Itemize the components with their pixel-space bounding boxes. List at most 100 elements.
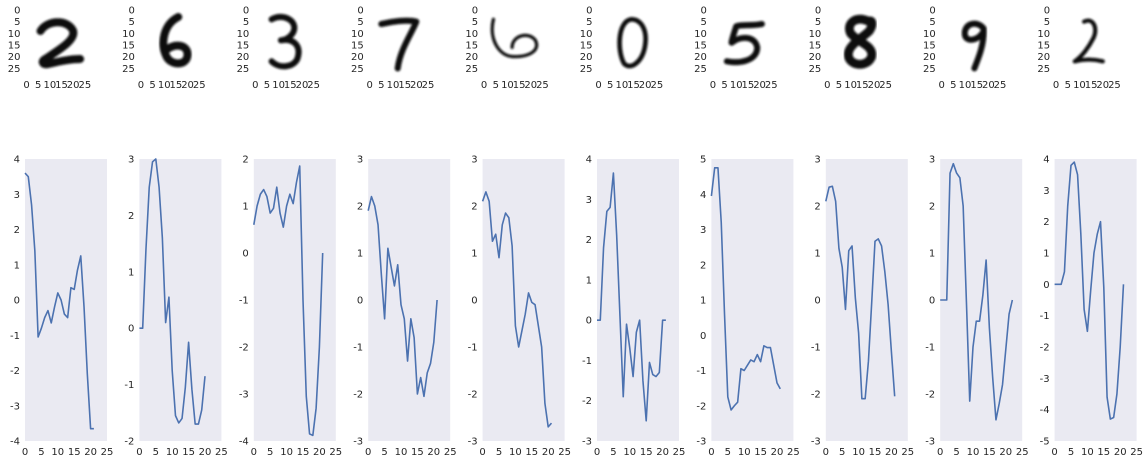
x-tick-label: 15 xyxy=(640,447,653,458)
digit-glyph xyxy=(961,20,987,72)
image-x-tick-label: 0 xyxy=(252,80,258,91)
y-tick-label: 0 xyxy=(929,296,935,307)
image-x-tick-label: 20 xyxy=(982,80,995,91)
y-tick-label: -2 xyxy=(468,390,478,401)
image-y-tick-label: 20 xyxy=(694,52,707,63)
x-tick-label: 0 xyxy=(823,447,829,458)
image-y-tick-label: 20 xyxy=(8,52,21,63)
image-x-tick-label: 10 xyxy=(1073,80,1086,91)
image-y-tick-label: 15 xyxy=(694,41,707,52)
x-tick-label: 5 xyxy=(953,447,959,458)
x-tick-label: 25 xyxy=(101,447,114,458)
x-tick-label: 25 xyxy=(329,447,342,458)
y-tick-label: 2 xyxy=(14,225,20,236)
x-tick-label: 10 xyxy=(51,447,64,458)
x-tick-label: 0 xyxy=(22,447,28,458)
image-y-tick-label: 5 xyxy=(243,17,249,28)
digit-glyph xyxy=(159,13,192,68)
image-x-tick-label: 0 xyxy=(23,80,29,91)
y-tick-label: 1 xyxy=(1043,249,1049,260)
y-tick-label: -1 xyxy=(239,296,249,307)
image-y-tick-label: 25 xyxy=(465,64,478,75)
digit-glyph xyxy=(723,20,765,66)
y-tick-label: 0 xyxy=(1043,280,1049,291)
x-tick-label: 20 xyxy=(84,447,97,458)
image-y-tick-label: 5 xyxy=(1044,17,1050,28)
x-tick-label: 15 xyxy=(754,447,767,458)
digit-stroke xyxy=(378,17,420,72)
image-x-tick-label: 10 xyxy=(43,80,56,91)
image-y-tick-label: 0 xyxy=(929,6,935,17)
image-y-tick-label: 5 xyxy=(357,17,363,28)
image-x-tick-label: 20 xyxy=(181,80,194,91)
image-y-tick-label: 20 xyxy=(580,52,593,63)
image-y-tick-label: 20 xyxy=(923,52,936,63)
image-y-tick-label: 25 xyxy=(122,64,135,75)
x-tick-label: 0 xyxy=(1051,447,1057,458)
image-y-tick-label: 20 xyxy=(237,52,250,63)
y-tick-label: 3 xyxy=(586,195,592,206)
x-tick-label: 5 xyxy=(38,447,44,458)
x-tick-label: 15 xyxy=(297,447,310,458)
image-y-tick-label: 0 xyxy=(14,6,20,17)
y-tick-label: 3 xyxy=(14,190,20,201)
image-x-tick-label: 25 xyxy=(650,80,663,91)
y-tick-label: 0 xyxy=(814,296,820,307)
image-y-tick-label: 5 xyxy=(701,17,707,28)
image-x-tick-label: 25 xyxy=(765,80,778,91)
image-y-tick-label: 15 xyxy=(1037,41,1050,52)
x-tick-label: 15 xyxy=(1097,447,1110,458)
image-x-tick-label: 25 xyxy=(994,80,1007,91)
image-y-tick-label: 5 xyxy=(815,17,821,28)
y-tick-label: -3 xyxy=(925,437,935,448)
y-tick-label: -1 xyxy=(811,343,821,354)
series-line xyxy=(253,165,324,437)
digit-stroke xyxy=(268,13,302,70)
image-y-tick-label: 25 xyxy=(237,64,250,75)
y-tick-label: -4 xyxy=(239,437,249,448)
series-line xyxy=(1054,161,1125,420)
y-tick-label: -2 xyxy=(10,366,20,377)
digit-stroke xyxy=(617,16,648,69)
x-tick-label: 15 xyxy=(411,447,424,458)
image-y-tick-label: 5 xyxy=(586,17,592,28)
x-tick-label: 0 xyxy=(365,447,371,458)
image-y-tick-label: 20 xyxy=(465,52,478,63)
y-tick-label: 3 xyxy=(700,225,706,236)
image-y-tick-label: 10 xyxy=(694,29,707,40)
image-x-tick-label: 10 xyxy=(501,80,514,91)
image-y-tick-label: 5 xyxy=(129,17,135,28)
image-x-tick-label: 15 xyxy=(513,80,526,91)
x-tick-label: 25 xyxy=(558,447,571,458)
y-tick-label: 0 xyxy=(128,324,134,335)
image-x-tick-label: 20 xyxy=(67,80,80,91)
x-tick-label: 10 xyxy=(280,447,293,458)
y-tick-label: 0 xyxy=(586,316,592,327)
image-y-tick-label: 10 xyxy=(1037,29,1050,40)
digit-stroke xyxy=(961,20,987,72)
plot-background xyxy=(253,159,336,441)
x-tick-label: 25 xyxy=(901,447,914,458)
x-tick-label: 0 xyxy=(708,447,714,458)
digit-stroke xyxy=(843,14,877,69)
plot-background xyxy=(482,159,565,441)
digit-glyph xyxy=(36,18,85,69)
x-tick-label: 15 xyxy=(68,447,81,458)
image-x-tick-label: 25 xyxy=(422,80,435,91)
image-x-tick-label: 20 xyxy=(868,80,881,91)
image-y-tick-label: 15 xyxy=(351,41,364,52)
image-y-tick-label: 10 xyxy=(351,29,364,40)
image-y-tick-label: 25 xyxy=(351,64,364,75)
x-tick-label: 20 xyxy=(656,447,669,458)
x-tick-label: 20 xyxy=(885,447,898,458)
series-line xyxy=(24,172,94,430)
